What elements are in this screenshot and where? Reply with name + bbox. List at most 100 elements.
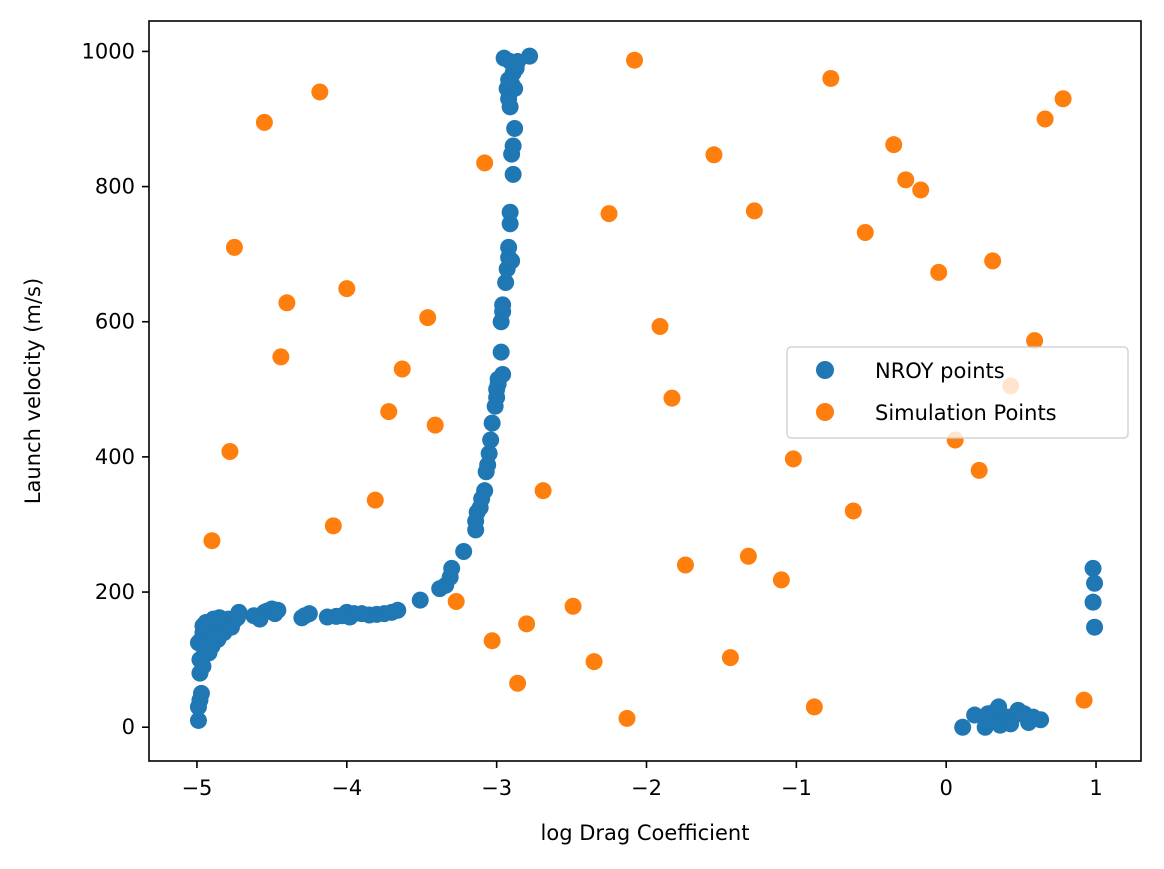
simulation-point-39 bbox=[772, 571, 790, 589]
simulation-point-7 bbox=[705, 146, 723, 164]
nroy-point-79 bbox=[494, 296, 512, 314]
simulation-point-9 bbox=[897, 171, 915, 189]
simulation-point-8 bbox=[885, 136, 903, 154]
simulation-point-31 bbox=[970, 461, 988, 479]
x-tick-label: 0 bbox=[940, 776, 953, 800]
legend-label-nroy: NROY points bbox=[875, 359, 1005, 383]
simulation-point-18 bbox=[338, 280, 356, 298]
simulation-point-17 bbox=[278, 294, 296, 312]
nroy-point-104 bbox=[966, 706, 984, 724]
x-tick-label: 1 bbox=[1089, 776, 1102, 800]
legend-box bbox=[786, 346, 1129, 439]
simulation-point-15 bbox=[930, 263, 948, 281]
legend-label-simulation: Simulation Points bbox=[875, 401, 1057, 425]
simulation-point-6 bbox=[476, 154, 494, 172]
simulation-point-11 bbox=[225, 238, 243, 256]
x-axis-label: log Drag Coefficient bbox=[541, 821, 750, 845]
simulation-point-42 bbox=[483, 632, 501, 650]
nroy-point-67 bbox=[480, 445, 498, 463]
simulation-point-43 bbox=[518, 615, 536, 633]
simulation-point-5 bbox=[1036, 110, 1054, 128]
x-tick-label: −5 bbox=[181, 776, 212, 800]
simulation-point-34 bbox=[844, 502, 862, 520]
simulation-point-1 bbox=[311, 83, 329, 101]
simulation-point-3 bbox=[822, 69, 840, 87]
nroy-point-69 bbox=[483, 414, 501, 432]
simulation-point-30 bbox=[784, 450, 802, 468]
simulation-point-12 bbox=[600, 205, 618, 223]
simulation-point-35 bbox=[324, 517, 342, 535]
nroy-point-6 bbox=[194, 657, 212, 675]
nroy-point-37 bbox=[269, 601, 287, 619]
simulation-point-33 bbox=[366, 491, 384, 509]
simulation-point-23 bbox=[393, 360, 411, 378]
nroy-point-86 bbox=[501, 203, 519, 221]
simulation-point-49 bbox=[1075, 691, 1093, 709]
simulation-point-29 bbox=[221, 442, 239, 460]
plot-frame bbox=[148, 20, 1142, 762]
x-tick-label: −2 bbox=[631, 776, 662, 800]
simulation-point-47 bbox=[618, 709, 636, 727]
simulation-point-44 bbox=[585, 653, 603, 671]
simulation-point-48 bbox=[805, 698, 823, 716]
simulation-point-45 bbox=[721, 649, 739, 667]
nroy-point-3 bbox=[192, 684, 210, 702]
simulation-point-4 bbox=[1054, 90, 1072, 108]
nroy-point-58 bbox=[455, 543, 473, 561]
simulation-point-37 bbox=[676, 556, 694, 574]
y-axis-label: Launch velocity (m/s) bbox=[21, 278, 45, 504]
simulation-point-32 bbox=[534, 482, 552, 500]
x-tick-label: −1 bbox=[781, 776, 812, 800]
nroy-point-89 bbox=[504, 137, 522, 155]
legend-marker-nroy bbox=[816, 361, 834, 379]
nroy-point-90 bbox=[506, 119, 524, 137]
nroy-point-119 bbox=[1032, 711, 1050, 729]
nroy-point-40 bbox=[300, 605, 318, 623]
legend-marker-simulation bbox=[816, 403, 834, 421]
simulation-point-26 bbox=[663, 389, 681, 407]
simulation-point-10 bbox=[912, 181, 930, 199]
simulation-point-19 bbox=[419, 309, 437, 327]
nroy-point-122 bbox=[1084, 593, 1102, 611]
nroy-point-87 bbox=[504, 165, 522, 183]
nroy-point-102 bbox=[521, 47, 539, 65]
simulation-point-38 bbox=[739, 547, 757, 565]
y-tick-label: 0 bbox=[122, 715, 135, 739]
nroy-point-84 bbox=[503, 252, 521, 270]
x-axis: −5 −4 −3 −2 −1 0 1 bbox=[181, 761, 1103, 800]
nroy-point-64 bbox=[476, 482, 494, 500]
nroy-point-68 bbox=[482, 431, 500, 449]
simulation-point-36 bbox=[203, 532, 221, 550]
simulation-point-41 bbox=[564, 597, 582, 615]
nroy-point-103 bbox=[954, 718, 972, 736]
nroy-point-123 bbox=[1086, 618, 1104, 636]
nroy-point-0 bbox=[189, 711, 207, 729]
y-tick-label: 200 bbox=[95, 580, 135, 604]
nroy-point-53 bbox=[411, 591, 429, 609]
y-axis: 0 200 400 600 800 1000 bbox=[82, 39, 149, 739]
simulation-point-16 bbox=[984, 252, 1002, 270]
simulation-point-13 bbox=[745, 202, 763, 220]
x-tick-label: −3 bbox=[481, 776, 512, 800]
y-tick-label: 600 bbox=[95, 310, 135, 334]
simulation-point-2 bbox=[626, 51, 644, 69]
simulation-point-22 bbox=[272, 348, 290, 366]
simulation-point-25 bbox=[426, 416, 444, 434]
nroy-point-75 bbox=[494, 365, 512, 383]
legend: NROY points Simulation Points bbox=[786, 346, 1129, 439]
nroy-point-57 bbox=[443, 559, 461, 577]
x-tick-label: −4 bbox=[331, 776, 362, 800]
y-tick-label: 800 bbox=[95, 175, 135, 199]
simulation-point-40 bbox=[447, 593, 465, 611]
nroy-point-80 bbox=[497, 274, 515, 292]
simulation-point-20 bbox=[651, 317, 669, 335]
nroy-point-76 bbox=[492, 343, 510, 361]
nroy-point-30 bbox=[230, 603, 248, 621]
simulation-point-46 bbox=[509, 674, 527, 692]
nroy-point-52 bbox=[389, 601, 407, 619]
simulation-point-14 bbox=[856, 224, 874, 242]
points-layer bbox=[189, 47, 1104, 736]
simulation-point-21 bbox=[1026, 332, 1044, 350]
nroy-point-121 bbox=[1086, 574, 1104, 592]
